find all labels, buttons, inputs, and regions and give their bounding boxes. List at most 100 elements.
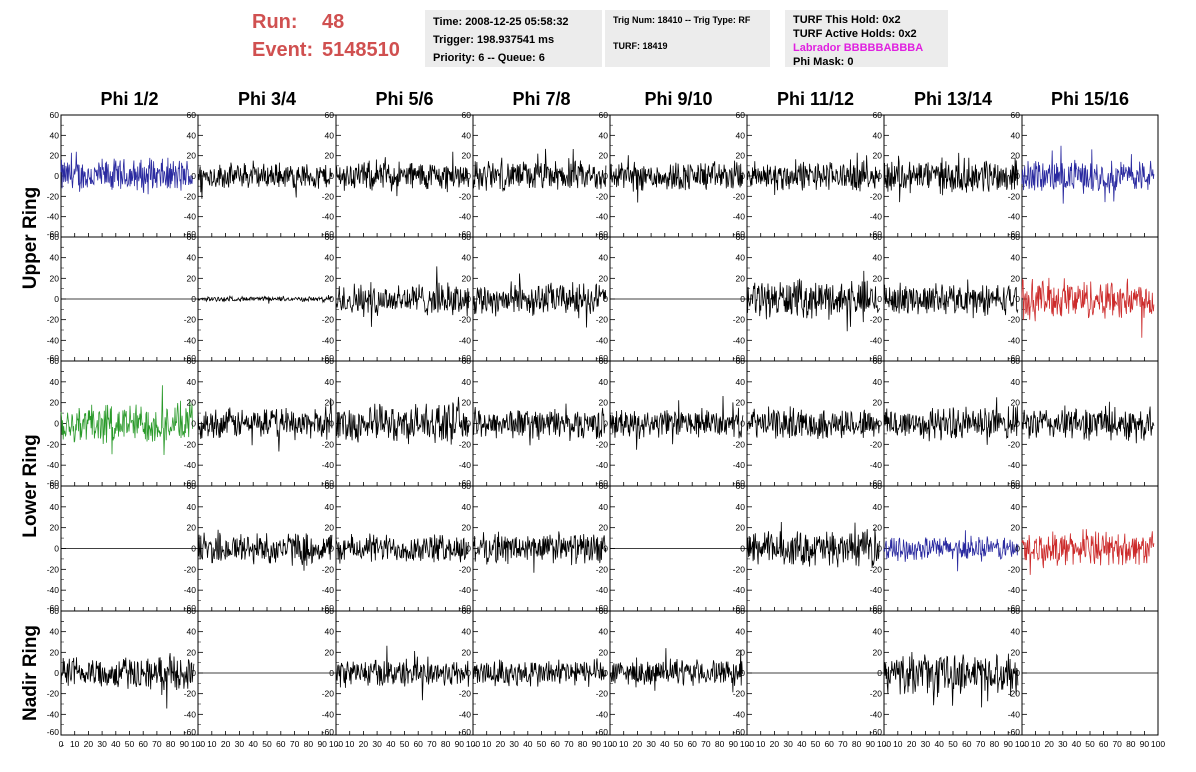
x-tick-label: 0 xyxy=(59,739,64,749)
waveform-trace xyxy=(746,270,881,332)
y-tick-label: -60 xyxy=(733,353,746,363)
y-tick-label: 60 xyxy=(873,356,883,366)
y-tick-label: 40 xyxy=(462,502,472,512)
y-tick-label: 0 xyxy=(877,294,882,304)
waveform-trace xyxy=(60,385,193,456)
waveform-trace xyxy=(472,148,607,192)
y-tick-label: -40 xyxy=(1008,335,1021,345)
x-tick-label: 100 xyxy=(740,739,754,749)
y-tick-label: -20 xyxy=(459,439,472,449)
y-tick-label: -60 xyxy=(870,353,883,363)
y-tick-label: 60 xyxy=(187,481,197,491)
waveform-trace xyxy=(883,152,1019,203)
y-tick-label: -20 xyxy=(596,315,609,325)
y-tick-label: -20 xyxy=(870,439,883,449)
x-tick-label: 70 xyxy=(152,739,162,749)
y-tick-label: 0 xyxy=(740,294,745,304)
y-tick-label: -40 xyxy=(459,709,472,719)
y-tick-label: -60 xyxy=(459,229,472,239)
y-tick-label: 20 xyxy=(50,151,60,161)
y-tick-label: 0 xyxy=(329,419,334,429)
y-tick-label: -20 xyxy=(184,439,197,449)
waveform-trace xyxy=(883,397,1019,445)
y-tick-label: 40 xyxy=(187,627,197,637)
x-tick-label: 100 xyxy=(466,739,480,749)
y-tick-label: 60 xyxy=(1011,606,1021,616)
x-tick-label: 40 xyxy=(248,739,258,749)
y-tick-label: -60 xyxy=(1008,727,1021,737)
y-tick-label: 60 xyxy=(1011,356,1021,366)
y-tick-label: 40 xyxy=(736,502,746,512)
x-tick-label: 20 xyxy=(907,739,917,749)
x-tick-label: 90 xyxy=(1140,739,1150,749)
y-tick-label: -20 xyxy=(47,315,60,325)
y-tick-label: -20 xyxy=(47,564,60,574)
y-tick-label: -40 xyxy=(47,585,60,595)
x-tick-label: 10 xyxy=(207,739,217,749)
waveform-trace xyxy=(1021,145,1155,204)
x-tick-label: 10 xyxy=(756,739,766,749)
x-tick-label: 30 xyxy=(921,739,931,749)
y-tick-label: 0 xyxy=(54,294,59,304)
y-tick-label: -40 xyxy=(870,585,883,595)
x-tick-label: 20 xyxy=(359,739,369,749)
y-tick-label: 0 xyxy=(191,668,196,678)
y-tick-label: -60 xyxy=(1008,478,1021,488)
y-tick-label: 20 xyxy=(325,523,335,533)
x-tick-label: 90 xyxy=(592,739,602,749)
y-tick-label: 40 xyxy=(50,377,60,387)
y-tick-label: 0 xyxy=(603,668,608,678)
y-tick-label: -40 xyxy=(459,585,472,595)
y-tick-label: 60 xyxy=(187,232,197,242)
y-tick-label: 40 xyxy=(50,627,60,637)
y-tick-label: 20 xyxy=(187,273,197,283)
y-tick-label: 20 xyxy=(187,151,197,161)
y-tick-label: 40 xyxy=(325,377,335,387)
waveform-trace xyxy=(335,645,470,701)
y-tick-label: 60 xyxy=(873,606,883,616)
y-tick-label: -20 xyxy=(870,315,883,325)
waveform-trace xyxy=(609,395,744,450)
waveform-trace xyxy=(746,406,881,440)
x-tick-label: 90 xyxy=(1003,739,1013,749)
run-event-box: Run: 48 Event: 5148510 xyxy=(252,8,422,64)
x-tick-label: 50 xyxy=(1085,739,1095,749)
y-tick-label: -20 xyxy=(322,564,335,574)
phi-header-1: Phi 1/2 xyxy=(100,89,158,109)
y-tick-label: 40 xyxy=(736,377,746,387)
y-tick-label: 40 xyxy=(325,253,335,263)
y-tick-label: -40 xyxy=(870,709,883,719)
waveform-trace xyxy=(746,152,881,196)
ring-label-upper: Upper Ring xyxy=(20,187,41,289)
x-tick-label: 80 xyxy=(715,739,725,749)
priority-text: Priority: 6 -- Queue: 6 xyxy=(433,52,545,64)
y-tick-label: -20 xyxy=(322,315,335,325)
phi-mask-text: Phi Mask: 0 xyxy=(793,56,854,68)
y-tick-label: -60 xyxy=(733,603,746,613)
x-tick-label: 50 xyxy=(811,739,821,749)
y-tick-label: -60 xyxy=(322,478,335,488)
y-tick-label: -60 xyxy=(1008,229,1021,239)
phi-header-2: Phi 3/4 xyxy=(238,89,296,109)
y-tick-label: 20 xyxy=(50,398,60,408)
y-tick-label: -20 xyxy=(322,439,335,449)
waveform-trace xyxy=(883,530,1019,572)
y-tick-label: 0 xyxy=(329,544,334,554)
y-tick-label: -20 xyxy=(322,191,335,201)
y-tick-label: 0 xyxy=(191,544,196,554)
y-tick-label: -40 xyxy=(184,335,197,345)
y-tick-label: 40 xyxy=(325,130,335,140)
waveform-trace xyxy=(746,521,881,569)
time-info-panel: Time: 2008-12-25 05:58:32 Trigger: 198.9… xyxy=(425,10,602,67)
y-tick-label: 0 xyxy=(1015,294,1020,304)
y-tick-label: -40 xyxy=(733,335,746,345)
y-tick-label: 60 xyxy=(599,606,609,616)
y-tick-label: 40 xyxy=(599,502,609,512)
run-label: Run: xyxy=(252,11,298,33)
x-tick-label: 10 xyxy=(619,739,629,749)
ring-label-nadir: Nadir Ring xyxy=(20,625,41,721)
waveform-trace xyxy=(197,294,333,304)
y-tick-label: 0 xyxy=(329,668,334,678)
time-text: Time: 2008-12-25 05:58:32 xyxy=(433,16,569,28)
x-tick-label: 70 xyxy=(1112,739,1122,749)
